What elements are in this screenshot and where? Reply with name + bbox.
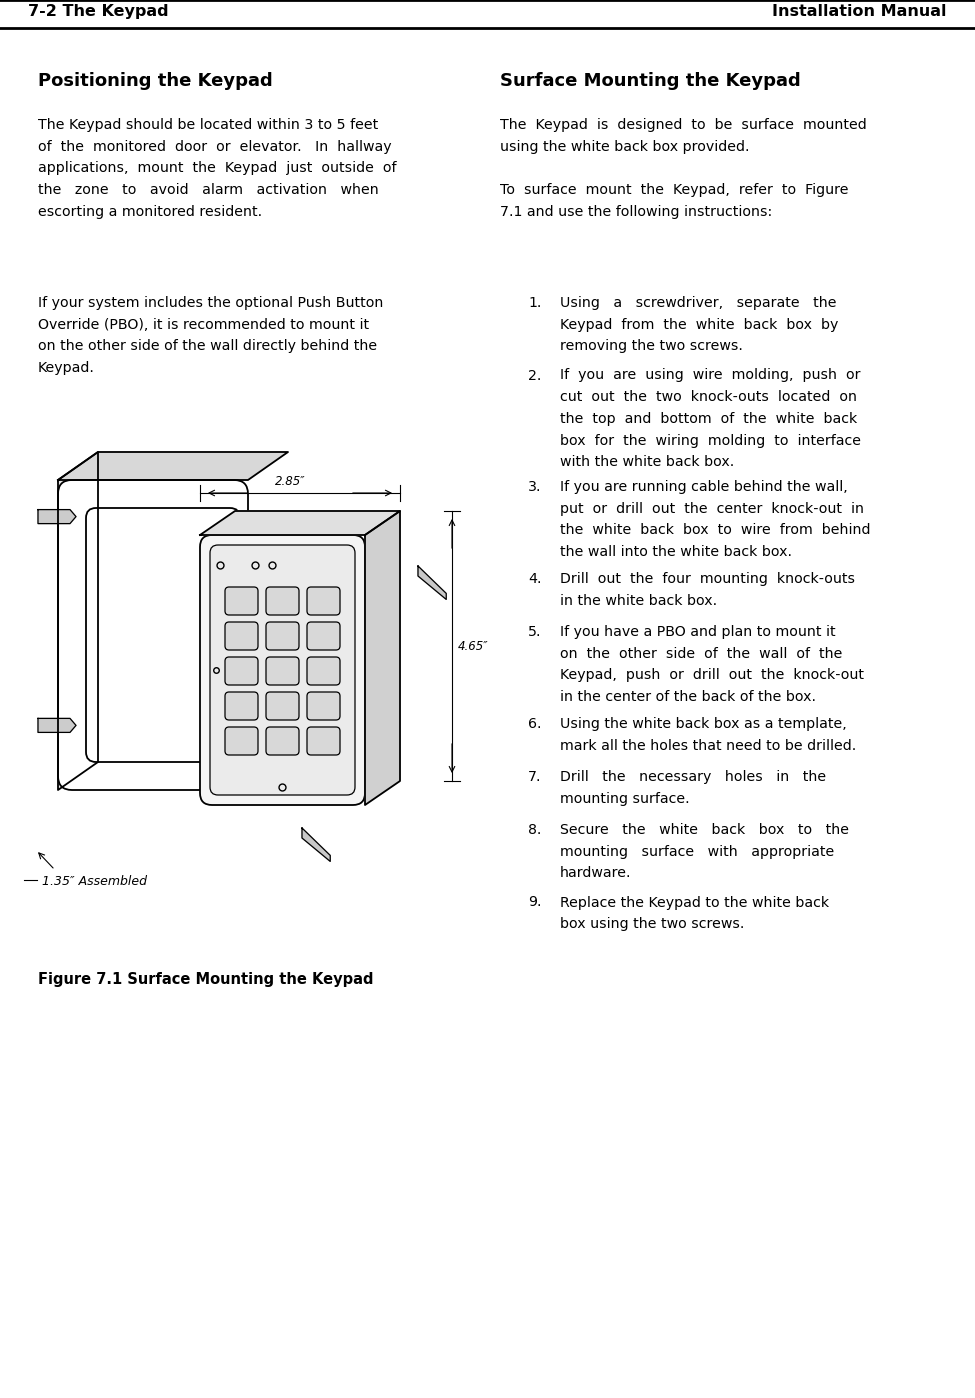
Text: Using the white back box as a template,
mark all the holes that need to be drill: Using the white back box as a template, …	[560, 717, 856, 752]
Text: Drill  out  the  four  mounting  knock-outs
in the white back box.: Drill out the four mounting knock-outs i…	[560, 572, 855, 608]
Text: Using   a   screwdriver,   separate   the
Keypad  from  the  white  back  box  b: Using a screwdriver, separate the Keypad…	[560, 296, 838, 354]
Text: 5.: 5.	[528, 625, 541, 639]
FancyBboxPatch shape	[225, 692, 258, 720]
Text: If your system includes the optional Push Button
Override (PBO), it is recommend: If your system includes the optional Pus…	[38, 296, 383, 375]
FancyBboxPatch shape	[266, 587, 299, 615]
FancyBboxPatch shape	[266, 727, 299, 755]
Polygon shape	[418, 566, 447, 600]
FancyBboxPatch shape	[58, 480, 248, 790]
Polygon shape	[58, 452, 288, 480]
Text: 7-2 The Keypad: 7-2 The Keypad	[28, 4, 169, 20]
FancyBboxPatch shape	[307, 622, 340, 650]
FancyBboxPatch shape	[225, 657, 258, 685]
Polygon shape	[302, 828, 331, 861]
FancyBboxPatch shape	[307, 692, 340, 720]
Text: 2.: 2.	[528, 369, 541, 383]
Text: 2.85″: 2.85″	[275, 475, 305, 488]
Text: 1.35″ Assembled: 1.35″ Assembled	[42, 875, 147, 888]
Text: The Keypad should be located within 3 to 5 feet
of  the  monitored  door  or  el: The Keypad should be located within 3 to…	[38, 117, 397, 219]
FancyBboxPatch shape	[266, 692, 299, 720]
Polygon shape	[200, 512, 400, 535]
Polygon shape	[38, 719, 76, 733]
Text: 4.65″: 4.65″	[458, 639, 488, 653]
Polygon shape	[58, 452, 98, 790]
FancyBboxPatch shape	[266, 657, 299, 685]
FancyBboxPatch shape	[307, 727, 340, 755]
Text: Replace the Keypad to the white back
box using the two screws.: Replace the Keypad to the white back box…	[560, 896, 829, 931]
Text: Secure   the   white   back   box   to   the
mounting   surface   with   appropr: Secure the white back box to the mountin…	[560, 823, 849, 881]
Text: 8.: 8.	[528, 823, 541, 837]
FancyBboxPatch shape	[266, 622, 299, 650]
Text: Surface Mounting the Keypad: Surface Mounting the Keypad	[500, 73, 800, 89]
Text: 3.: 3.	[528, 480, 541, 493]
Text: Figure 7.1 Surface Mounting the Keypad: Figure 7.1 Surface Mounting the Keypad	[38, 972, 373, 987]
Text: 9.: 9.	[528, 896, 541, 910]
Text: If you have a PBO and plan to mount it
on  the  other  side  of  the  wall  of  : If you have a PBO and plan to mount it o…	[560, 625, 864, 705]
FancyBboxPatch shape	[86, 507, 240, 762]
FancyBboxPatch shape	[200, 535, 365, 805]
FancyBboxPatch shape	[210, 545, 355, 795]
FancyBboxPatch shape	[307, 657, 340, 685]
Text: 7.: 7.	[528, 770, 541, 784]
FancyBboxPatch shape	[225, 622, 258, 650]
Text: Positioning the Keypad: Positioning the Keypad	[38, 73, 273, 89]
FancyBboxPatch shape	[225, 587, 258, 615]
Text: The  Keypad  is  designed  to  be  surface  mounted
using the white back box pro: The Keypad is designed to be surface mou…	[500, 117, 867, 219]
Text: 4.: 4.	[528, 572, 541, 586]
Text: If  you  are  using  wire  molding,  push  or
cut  out  the  two  knock-outs  lo: If you are using wire molding, push or c…	[560, 369, 861, 470]
FancyBboxPatch shape	[225, 727, 258, 755]
Polygon shape	[365, 512, 400, 805]
Text: 6.: 6.	[528, 717, 541, 731]
Text: If you are running cable behind the wall,
put  or  drill  out  the  center  knoc: If you are running cable behind the wall…	[560, 480, 871, 559]
Polygon shape	[38, 510, 76, 524]
FancyBboxPatch shape	[307, 587, 340, 615]
Text: Installation Manual: Installation Manual	[772, 4, 947, 20]
Text: Drill   the   necessary   holes   in   the
mounting surface.: Drill the necessary holes in the mountin…	[560, 770, 826, 805]
Text: 1.: 1.	[528, 296, 541, 310]
